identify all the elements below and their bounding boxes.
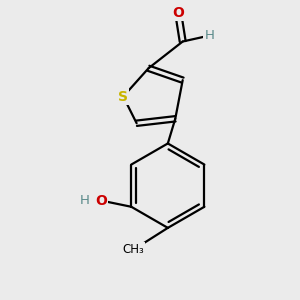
Text: S: S (118, 89, 128, 103)
Text: CH₃: CH₃ (123, 243, 145, 256)
Text: O: O (172, 6, 184, 20)
Text: O: O (95, 194, 107, 208)
Text: H: H (80, 194, 89, 207)
Text: H: H (205, 29, 214, 42)
